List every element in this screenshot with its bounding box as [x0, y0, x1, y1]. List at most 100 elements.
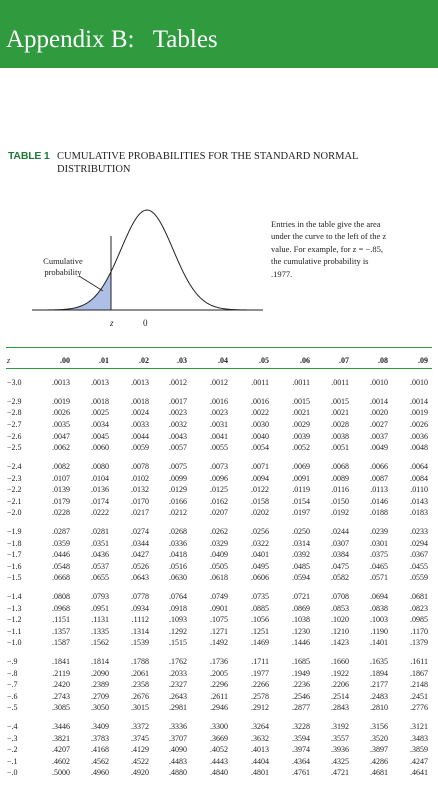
probability-cell: .0013	[52, 378, 70, 387]
probability-cell: .0384	[331, 550, 349, 559]
probability-cell: .2061	[131, 668, 149, 678]
probability-cell: .2236	[292, 680, 310, 690]
probability-cell: .0548	[52, 561, 70, 571]
probability-cell: .4721	[331, 768, 349, 778]
probability-cell: .0034	[91, 419, 109, 429]
table-number: TABLE 1	[8, 150, 50, 162]
probability-cell: .1292	[169, 626, 187, 636]
probability-cell: .0014	[370, 396, 388, 406]
probability-cell: .0116	[331, 485, 349, 494]
probability-cell: .0087	[370, 473, 388, 483]
z-axis-label: z	[110, 318, 114, 328]
header-top-rule	[6, 347, 432, 348]
probability-cell: .2709	[91, 691, 109, 701]
table-caption: CUMULATIVE PROBABILITIES FOR THE STANDAR…	[57, 151, 359, 175]
probability-cell: .0207	[210, 508, 228, 518]
probability-cell: .1190	[370, 626, 388, 636]
probability-cell: .0228	[52, 508, 70, 518]
probability-cell: .0016	[210, 396, 228, 406]
probability-cell: .4840	[210, 768, 228, 778]
probability-cell: .0025	[91, 408, 109, 418]
appendix-banner: Appendix B: Tables	[0, 0, 438, 68]
probability-cell: .0344	[131, 538, 149, 548]
probability-cell: .0091	[292, 473, 310, 483]
probability-cell: .0017	[169, 396, 187, 406]
probability-cell: .4168	[91, 745, 109, 755]
probability-cell: .0031	[210, 419, 228, 429]
probability-cell: .0268	[169, 527, 187, 536]
probability-cell: .0035	[52, 419, 70, 429]
probability-cell: .1736	[210, 657, 228, 666]
probability-cell: .0505	[210, 561, 228, 571]
column-header: .09	[418, 356, 428, 365]
probability-cell: .0043	[169, 431, 187, 441]
row-z-value: −1.8	[7, 538, 22, 548]
probability-cell: .4286	[370, 756, 388, 766]
probability-cell: .0018	[131, 396, 149, 406]
probability-cell: .0918	[169, 603, 187, 613]
table-explanation-note: Entries in the table give the area under…	[271, 219, 387, 279]
row-z-value: −.3	[7, 733, 18, 743]
probability-cell: .0015	[331, 396, 349, 406]
probability-cell: .0694	[370, 592, 388, 601]
probability-cell: .0125	[210, 485, 228, 494]
probability-cell: .0054	[251, 443, 269, 453]
probability-cell: .0262	[210, 527, 228, 536]
row-z-value: −2.2	[7, 485, 22, 494]
probability-cell: .0643	[131, 573, 149, 583]
probability-cell: .0951	[91, 603, 109, 613]
probability-cell: .0606	[251, 573, 269, 583]
probability-cell: .3594	[292, 733, 310, 743]
column-header-z: z	[7, 356, 11, 365]
probability-cell: .0032	[169, 419, 187, 429]
probability-cell: .4090	[169, 745, 187, 755]
probability-cell: .0028	[331, 419, 349, 429]
probability-cell: .1539	[131, 638, 149, 648]
probability-cell: .0808	[52, 592, 70, 601]
probability-cell: .0119	[292, 485, 310, 494]
probability-cell: .4052	[210, 745, 228, 755]
probability-cell: .1112	[131, 615, 149, 625]
probability-cell: .1251	[251, 626, 269, 636]
probability-cell: .1210	[331, 626, 349, 636]
row-z-value: −2.9	[7, 396, 22, 406]
probability-cell: .0122	[251, 485, 269, 494]
probability-cell: .0036	[410, 431, 428, 441]
probability-cell: .1562	[91, 638, 109, 648]
probability-cell: .3336	[169, 722, 187, 732]
probability-cell: .0192	[331, 508, 349, 518]
probability-cell: .0094	[251, 473, 269, 483]
probability-cell: .2483	[370, 691, 388, 701]
probability-cell: .0183	[410, 508, 428, 518]
probability-cell: .0537	[91, 561, 109, 571]
probability-cell: .0559	[410, 573, 428, 583]
probability-cell: .0084	[410, 473, 428, 483]
probability-cell: .2643	[169, 691, 187, 701]
normal-curve-figure	[32, 209, 263, 311]
header-bottom-rule	[6, 368, 432, 369]
probability-cell: .0078	[131, 461, 149, 471]
probability-cell: .0143	[410, 496, 428, 506]
row-z-value: −.4	[7, 722, 18, 732]
probability-cell: .0024	[131, 408, 149, 418]
row-z-value: −1.5	[7, 573, 22, 583]
probability-cell: .0059	[131, 443, 149, 453]
probability-cell: .0049	[370, 443, 388, 453]
probability-cell: .0029	[292, 419, 310, 429]
row-z-value: −.7	[7, 680, 18, 690]
zero-axis-label: 0	[143, 318, 148, 328]
row-z-value: −.9	[7, 657, 18, 666]
probability-cell: .0968	[52, 603, 70, 613]
row-z-value: −.8	[7, 668, 18, 678]
probability-cell: .0239	[370, 527, 388, 536]
probability-cell: .0197	[292, 508, 310, 518]
probability-cell: .3859	[410, 745, 428, 755]
column-header: .06	[300, 356, 310, 365]
probability-cell: .2005	[210, 668, 228, 678]
probability-cell: .3821	[52, 733, 70, 743]
probability-cell: .0132	[131, 485, 149, 494]
probability-cell: .0013	[131, 378, 149, 387]
probability-cell: .3372	[131, 722, 149, 732]
probability-cell: .0023	[169, 408, 187, 418]
probability-cell: .0069	[292, 461, 310, 471]
